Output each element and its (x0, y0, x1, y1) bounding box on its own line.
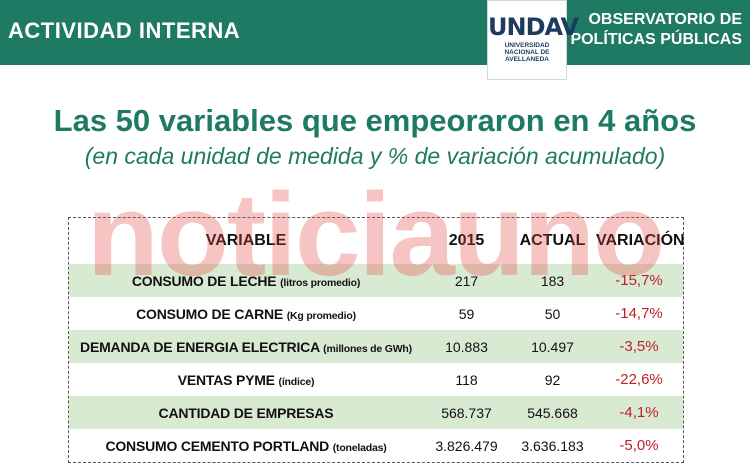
observatorio-line-1: OBSERVATORIO DE (588, 11, 742, 28)
observatorio-label: OBSERVATORIO DE POLÍTICAS PÚBLICAS (567, 10, 742, 50)
table-row: CONSUMO DE LECHE (litros promedio) 217 1… (69, 264, 683, 297)
row-2015: 10.883 (423, 330, 510, 363)
variables-table: VARIABLE 2015 ACTUAL VARIACIÓN CONSUMO D… (68, 217, 685, 463)
row-actual: 92 (544, 371, 561, 388)
row-2015: 59 (458, 305, 475, 322)
row-variable: CONSUMO DE LECHE (litros promedio) (69, 264, 423, 297)
variable-unit: (millones de GWh) (323, 342, 412, 355)
row-actual: 183 (510, 264, 595, 297)
header-variable: VARIABLE (205, 232, 287, 249)
variable-unit: (litros promedio) (280, 276, 361, 289)
row-actual: 10.497 (510, 330, 595, 363)
variable-name: CONSUMO DE CARNE (136, 305, 284, 322)
row-variable: DEMANDA DE ENERGIA ELECTRICA (millones d… (69, 330, 423, 363)
header-actual: ACTUAL (519, 232, 586, 249)
row-variable: CANTIDAD DE EMPRESAS (69, 396, 423, 429)
table-row: CONSUMO DE CARNE (Kg promedio) 59 50 -14… (69, 297, 683, 330)
variable-name: DEMANDA DE ENERGIA ELECTRICA (80, 338, 320, 355)
variable-unit: (índice) (278, 375, 315, 388)
table-header-row: VARIABLE 2015 ACTUAL VARIACIÓN (69, 218, 685, 264)
undav-logo: UNDAV UNIVERSIDAD NACIONAL DE AVELLANEDA (487, 0, 579, 80)
row-actual: 50 (544, 305, 561, 322)
page-subtitle: (en cada unidad de medida y % de variaci… (84, 143, 666, 169)
logo-text: UNIVERSIDAD NACIONAL DE AVELLANEDA (488, 42, 566, 63)
row-variacion: -22,6% (615, 371, 663, 388)
variable-name: CONSUMO CEMENTO PORTLAND (105, 437, 330, 454)
logo-mark: UNDAV (488, 13, 579, 41)
row-2015: 118 (455, 371, 478, 388)
table-row: CANTIDAD DE EMPRESAS 568.737 545.668 -4,… (69, 396, 683, 429)
header-2015: 2015 (448, 232, 485, 249)
variable-name: VENTAS PYME (177, 371, 275, 388)
header-bar: ACTIVIDAD INTERNA OBSERVATORIO DE POLÍTI… (0, 0, 750, 65)
row-variable: VENTAS PYME (índice) (69, 363, 423, 396)
header-variacion: VARIACIÓN (596, 232, 685, 249)
logo-line-2: NACIONAL DE (504, 49, 550, 56)
row-variacion: -5,0% (619, 437, 659, 454)
page-title: Las 50 variables que empeoraron en 4 año… (53, 103, 697, 138)
logo-line-3: AVELLANEDA (505, 56, 549, 63)
row-2015: 568.737 (423, 396, 510, 429)
variable-unit: (toneladas) (332, 441, 387, 454)
table-row: CONSUMO CEMENTO PORTLAND (toneladas) 3.8… (69, 429, 683, 462)
row-variable: CONSUMO CEMENTO PORTLAND (toneladas) (69, 429, 423, 462)
table-row: VENTAS PYME (índice) 118 92 -22,6% (69, 363, 683, 396)
variable-unit: (Kg promedio) (286, 309, 356, 322)
row-variacion: -15,7% (595, 264, 683, 297)
row-2015: 217 (423, 264, 510, 297)
row-variacion: -4,1% (595, 396, 683, 429)
section-label: ACTIVIDAD INTERNA (8, 18, 241, 43)
row-2015: 3.826.479 (435, 437, 498, 454)
row-actual: 545.668 (510, 396, 595, 429)
row-actual: 3.636.183 (521, 437, 584, 454)
variable-name: CONSUMO DE LECHE (131, 272, 277, 289)
logo-line-1: UNIVERSIDAD (504, 42, 550, 49)
observatorio-line-2: POLÍTICAS PÚBLICAS (570, 31, 742, 48)
table-row: DEMANDA DE ENERGIA ELECTRICA (millones d… (69, 330, 683, 363)
row-variacion: -14,7% (615, 305, 663, 322)
row-variacion: -3,5% (595, 330, 683, 363)
row-variable: CONSUMO DE CARNE (Kg promedio) (69, 297, 423, 330)
variable-name: CANTIDAD DE EMPRESAS (158, 404, 334, 421)
